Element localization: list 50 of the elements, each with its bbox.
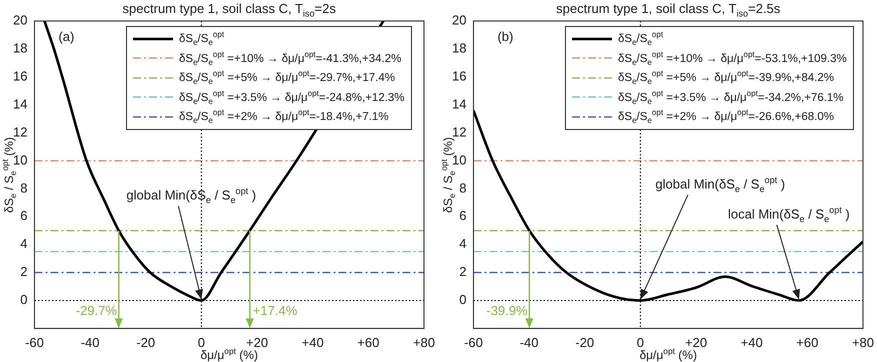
y-tick-label: 2 (459, 264, 466, 280)
y-tick-label: 4 (20, 236, 28, 252)
y-tick-label: 14 (452, 96, 466, 112)
annotation: -29.7% (76, 303, 117, 318)
legend-label: δS$_{e}$/S$_{e}$$^{opt}$ =+5% → δμ/μ$^{opt}$=-39.9%,+84.2% (618, 69, 834, 86)
x-tick-label: -20 (575, 334, 594, 350)
x-tick-label: +40 (302, 334, 324, 350)
x-tick-label: -20 (136, 334, 156, 350)
legend-label: δS$_{e}$/S$_{e}$$^{opt}$ =+10% → δμ/μ$^{opt}$=-41.3%,+34.2% (178, 50, 402, 67)
y-tick-label: 14 (12, 96, 28, 112)
chart-title: spectrum type 1, soil class C, T$_{iso}$=2s (122, 1, 336, 19)
chart-title: spectrum type 1, soil class C, T$_{iso}$=2.5s (556, 1, 780, 19)
legend-label: δS$_{e}$/S$_{e}$$^{opt}$ =+5% → δμ/μ$^{opt}$=-29.7%,+17.4% (178, 69, 395, 86)
x-tick-label: +80 (852, 334, 874, 350)
x-tick-label: -60 (464, 334, 483, 350)
y-tick-label: 0 (459, 292, 466, 308)
y-tick-label: 8 (20, 180, 28, 196)
y-tick-label: 20 (452, 12, 466, 28)
annotation: global Min(δS$_{e}$ / S$_{e}$$^{opt}$ ) (655, 174, 786, 194)
y-tick-label: 2 (20, 264, 28, 280)
x-tick-label: +40 (740, 334, 763, 350)
y-tick-label: 4 (459, 236, 466, 252)
legend-label: δS$_{e}$/S$_{e}$$^{opt}$ =+10% → δμ/μ$^{opt}$=-53.1%,+109.3% (618, 50, 847, 67)
y-tick-label: 18 (12, 40, 28, 56)
legend-label: δS$_{e}$/S$_{e}$$^{opt}$ =+3.5% → δμ/μ$^{opt}$=-24.8%,+12.3% (178, 88, 405, 106)
y-tick-label: 6 (20, 208, 28, 224)
y-tick-label: 12 (12, 124, 28, 140)
legend-label: δS$_{e}$/S$_{e}$$^{opt}$ =+2% → δμ/μ$^{opt}$=-18.4%,+7.1% (178, 108, 389, 126)
x-tick-label: +80 (412, 334, 436, 350)
legend-label: δS$_{e}$/S$_{e}$$^{opt}$ =+3.5% → δμ/μ$^{opt}$=-34.2%,+76.1% (618, 88, 844, 106)
annotation: (b) (497, 29, 514, 44)
x-tick-label: -40 (520, 334, 539, 350)
y-tick-label: 16 (12, 68, 28, 84)
x-tick-label: -60 (25, 334, 44, 350)
annotation: global Min(δS$_{e}$ / S$_{e}$$^{opt}$ ) (126, 186, 256, 205)
annotation: +17.4% (252, 303, 298, 318)
y-tick-label: 12 (452, 124, 466, 140)
legend-label: δS$_{e}$/S$_{e}$$^{opt}$ =+2% → δμ/μ$^{opt}$=-26.6%,+68.0% (618, 108, 834, 126)
y-tick-label: 6 (459, 208, 466, 224)
y-tick-label: 20 (12, 12, 28, 28)
y-tick-label: 0 (20, 292, 28, 308)
y-tick-label: 18 (452, 40, 466, 56)
y-tick-label: 8 (459, 180, 466, 196)
x-tick-label: -40 (80, 334, 100, 350)
annotation: local Min(δS$_{e}$ / S$_{e}$$^{opt}$ ) (728, 204, 850, 224)
annotation: (a) (58, 29, 74, 44)
y-tick-label: 16 (452, 68, 466, 84)
x-tick-label: +60 (357, 334, 380, 350)
annotation: -39.9% (486, 303, 528, 318)
x-tick-label: +60 (796, 334, 818, 350)
